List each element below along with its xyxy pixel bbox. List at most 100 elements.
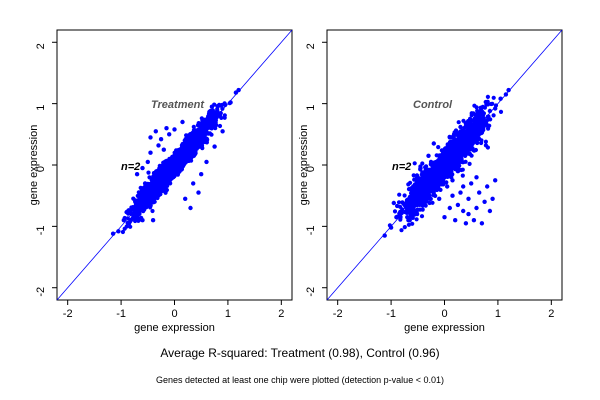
treatment-scatter-point [163,190,168,195]
control-point-cloud [382,87,511,238]
control-data-point-30 [490,196,495,201]
treatment-y-tick-label-0: -2 [35,287,47,297]
control-x-tick-label-0: -2 [333,308,343,320]
treatment-scatter-point [210,108,215,113]
treatment-scatter-point [192,128,197,133]
control-scatter-point [442,180,447,185]
treatment-scatter-point [151,171,157,176]
control-scatter-point [483,143,488,148]
control-data-point-17 [503,92,509,97]
control-scatter-point [438,176,443,181]
control-scatter-point [456,131,462,136]
control-scatter-point [414,179,419,184]
control-scatter-point [463,121,468,126]
control-data-point-39 [487,208,493,214]
treatment-scatter-point [164,182,169,187]
control-scatter-point [445,145,450,150]
treatment-n-annotation: n=2 [121,161,140,173]
treatment-data-point-33 [180,119,185,125]
treatment-scatter-point [150,196,155,201]
control-scatter-point [449,161,454,166]
control-scatter-point [426,171,432,176]
treatment-data-point-41 [148,135,153,140]
control-data-point-44 [450,178,455,183]
control-scatter-point [404,198,409,203]
treatment-scatter-point [176,147,181,153]
control-scatter-point [416,187,421,193]
treatment-data-point-44 [209,104,215,109]
control-data-point-43 [466,211,471,217]
control-data-point-29 [485,184,490,189]
treatment-scatter-point [200,146,205,151]
treatment-scatter-point [150,208,155,214]
control-data-point-37 [453,218,458,223]
treatment-scatter-point [140,186,145,191]
control-data-point-32 [469,181,474,186]
control-scatter-point [411,205,416,210]
treatment-scatter-point [125,216,130,221]
control-data-point-42 [474,175,479,180]
treatment-scatter-point [217,123,223,129]
treatment-x-tick-label-0: -2 [63,308,73,320]
control-data-point-21 [450,193,455,198]
control-data-point-45 [426,153,431,158]
treatment-data-point-23 [158,137,164,142]
control-scatter-point [467,151,472,156]
control-scatter-point [476,122,481,127]
control-data-point-24 [466,196,471,201]
control-y-axis-label: gene expression [298,125,310,206]
control-scatter-point [467,135,473,140]
treatment-data-point-17 [228,100,233,105]
treatment-scatter-point [179,165,184,170]
control-scatter-point [402,225,407,230]
control-scatter-point [396,200,402,205]
control-scatter-point [462,125,467,130]
control-data-point-9 [447,157,452,163]
treatment-data-point-20 [134,172,140,177]
treatment-data-point-14 [209,118,215,124]
control-data-point-40 [479,221,485,226]
treatment-data-point-16 [223,102,228,108]
treatment-y-tick-label-1: -1 [35,225,47,235]
control-scatter-point [412,182,418,187]
control-data-point-35 [442,215,447,220]
treatment-data-point-0 [110,231,116,236]
control-data-point-6 [423,181,428,186]
control-data-point-26 [474,205,479,211]
treatment-scatter-point [128,224,133,229]
control-scatter-point [467,147,472,152]
control-scatter-point [406,187,412,192]
control-scatter-point [483,139,488,144]
control-x-tick-label-3: 1 [495,308,501,320]
control-scatter-point [405,215,410,220]
control-scatter-point [475,140,480,146]
treatment-scatter-point [187,145,192,150]
treatment-data-point-1 [116,229,121,234]
control-scatter-point [473,112,478,117]
control-scatter-point [436,180,441,185]
control-x-tick-label-1: -1 [386,308,396,320]
control-scatter-point [485,94,490,99]
treatment-scatter-point [131,196,136,201]
control-data-point-23 [461,208,466,214]
treatment-scatter-point [215,107,220,112]
control-scatter-point [399,228,404,233]
treatment-data-point-34 [172,127,177,132]
treatment-scatter-point [193,146,198,151]
treatment-data-point-32 [199,172,204,177]
treatment-scatter-point [136,212,141,217]
control-scatter-point [436,164,441,169]
control-scatter-point [486,102,491,107]
control-data-point-34 [447,205,452,211]
treatment-data-point-7 [153,187,158,192]
treatment-x-axis-label: gene expression [134,322,215,334]
control-scatter-point [407,194,412,199]
control-data-point-19 [391,200,396,206]
control-scatter-point [462,146,467,151]
treatment-data-point-28 [148,150,153,155]
control-scatter-point [417,196,422,201]
treatment-data-point-19 [236,87,241,93]
control-scatter-point [415,207,420,212]
control-scatter-point [451,164,456,169]
treatment-scatter-point [171,157,176,162]
